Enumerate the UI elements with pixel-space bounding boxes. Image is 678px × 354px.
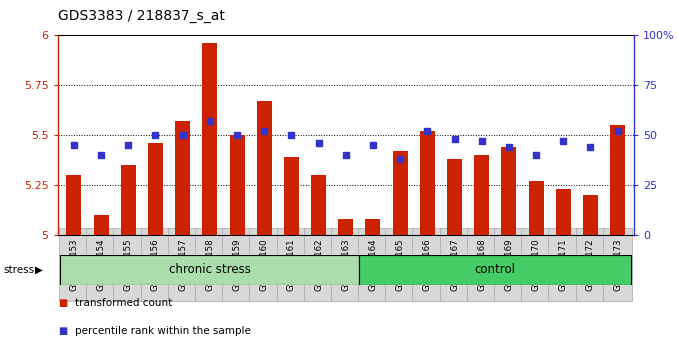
Point — [449, 137, 460, 142]
Bar — [148, 143, 163, 235]
Point — [585, 144, 596, 150]
Point — [232, 132, 243, 138]
Bar — [203, 44, 218, 235]
Text: transformed count: transformed count — [75, 298, 172, 308]
Point — [558, 138, 569, 144]
Point — [96, 153, 106, 158]
Point — [504, 144, 515, 150]
Bar — [610, 125, 625, 235]
Bar — [583, 195, 598, 235]
Point — [286, 132, 297, 138]
Text: ▶: ▶ — [35, 265, 43, 275]
FancyBboxPatch shape — [60, 255, 359, 285]
Text: chronic stress: chronic stress — [169, 263, 251, 276]
Bar — [94, 216, 108, 235]
Point — [422, 129, 433, 134]
Bar — [447, 159, 462, 235]
Point — [123, 143, 134, 148]
Point — [395, 156, 405, 162]
Point — [205, 119, 216, 124]
Text: GDS3383 / 218837_s_at: GDS3383 / 218837_s_at — [58, 9, 224, 23]
Bar — [230, 135, 245, 235]
Bar — [529, 181, 544, 235]
Point — [259, 129, 270, 134]
Bar — [556, 189, 571, 235]
Point — [68, 143, 79, 148]
Point — [531, 153, 542, 158]
Text: control: control — [475, 263, 516, 276]
Point — [612, 129, 623, 134]
Point — [476, 138, 487, 144]
Text: ■: ■ — [58, 326, 67, 336]
Bar — [420, 131, 435, 235]
Bar — [257, 101, 272, 235]
Text: percentile rank within the sample: percentile rank within the sample — [75, 326, 250, 336]
Text: ■: ■ — [58, 298, 67, 308]
Point — [313, 141, 324, 146]
Bar — [284, 158, 299, 235]
Bar — [175, 121, 190, 235]
Point — [340, 153, 351, 158]
Bar — [502, 147, 517, 235]
Bar — [393, 152, 407, 235]
Bar — [474, 155, 489, 235]
Bar — [66, 176, 81, 235]
Point — [150, 132, 161, 138]
Point — [177, 132, 188, 138]
Point — [367, 143, 378, 148]
Bar — [338, 219, 353, 235]
Bar — [365, 219, 380, 235]
Bar — [311, 176, 326, 235]
Bar — [121, 165, 136, 235]
Text: stress: stress — [3, 265, 35, 275]
FancyBboxPatch shape — [359, 255, 631, 285]
